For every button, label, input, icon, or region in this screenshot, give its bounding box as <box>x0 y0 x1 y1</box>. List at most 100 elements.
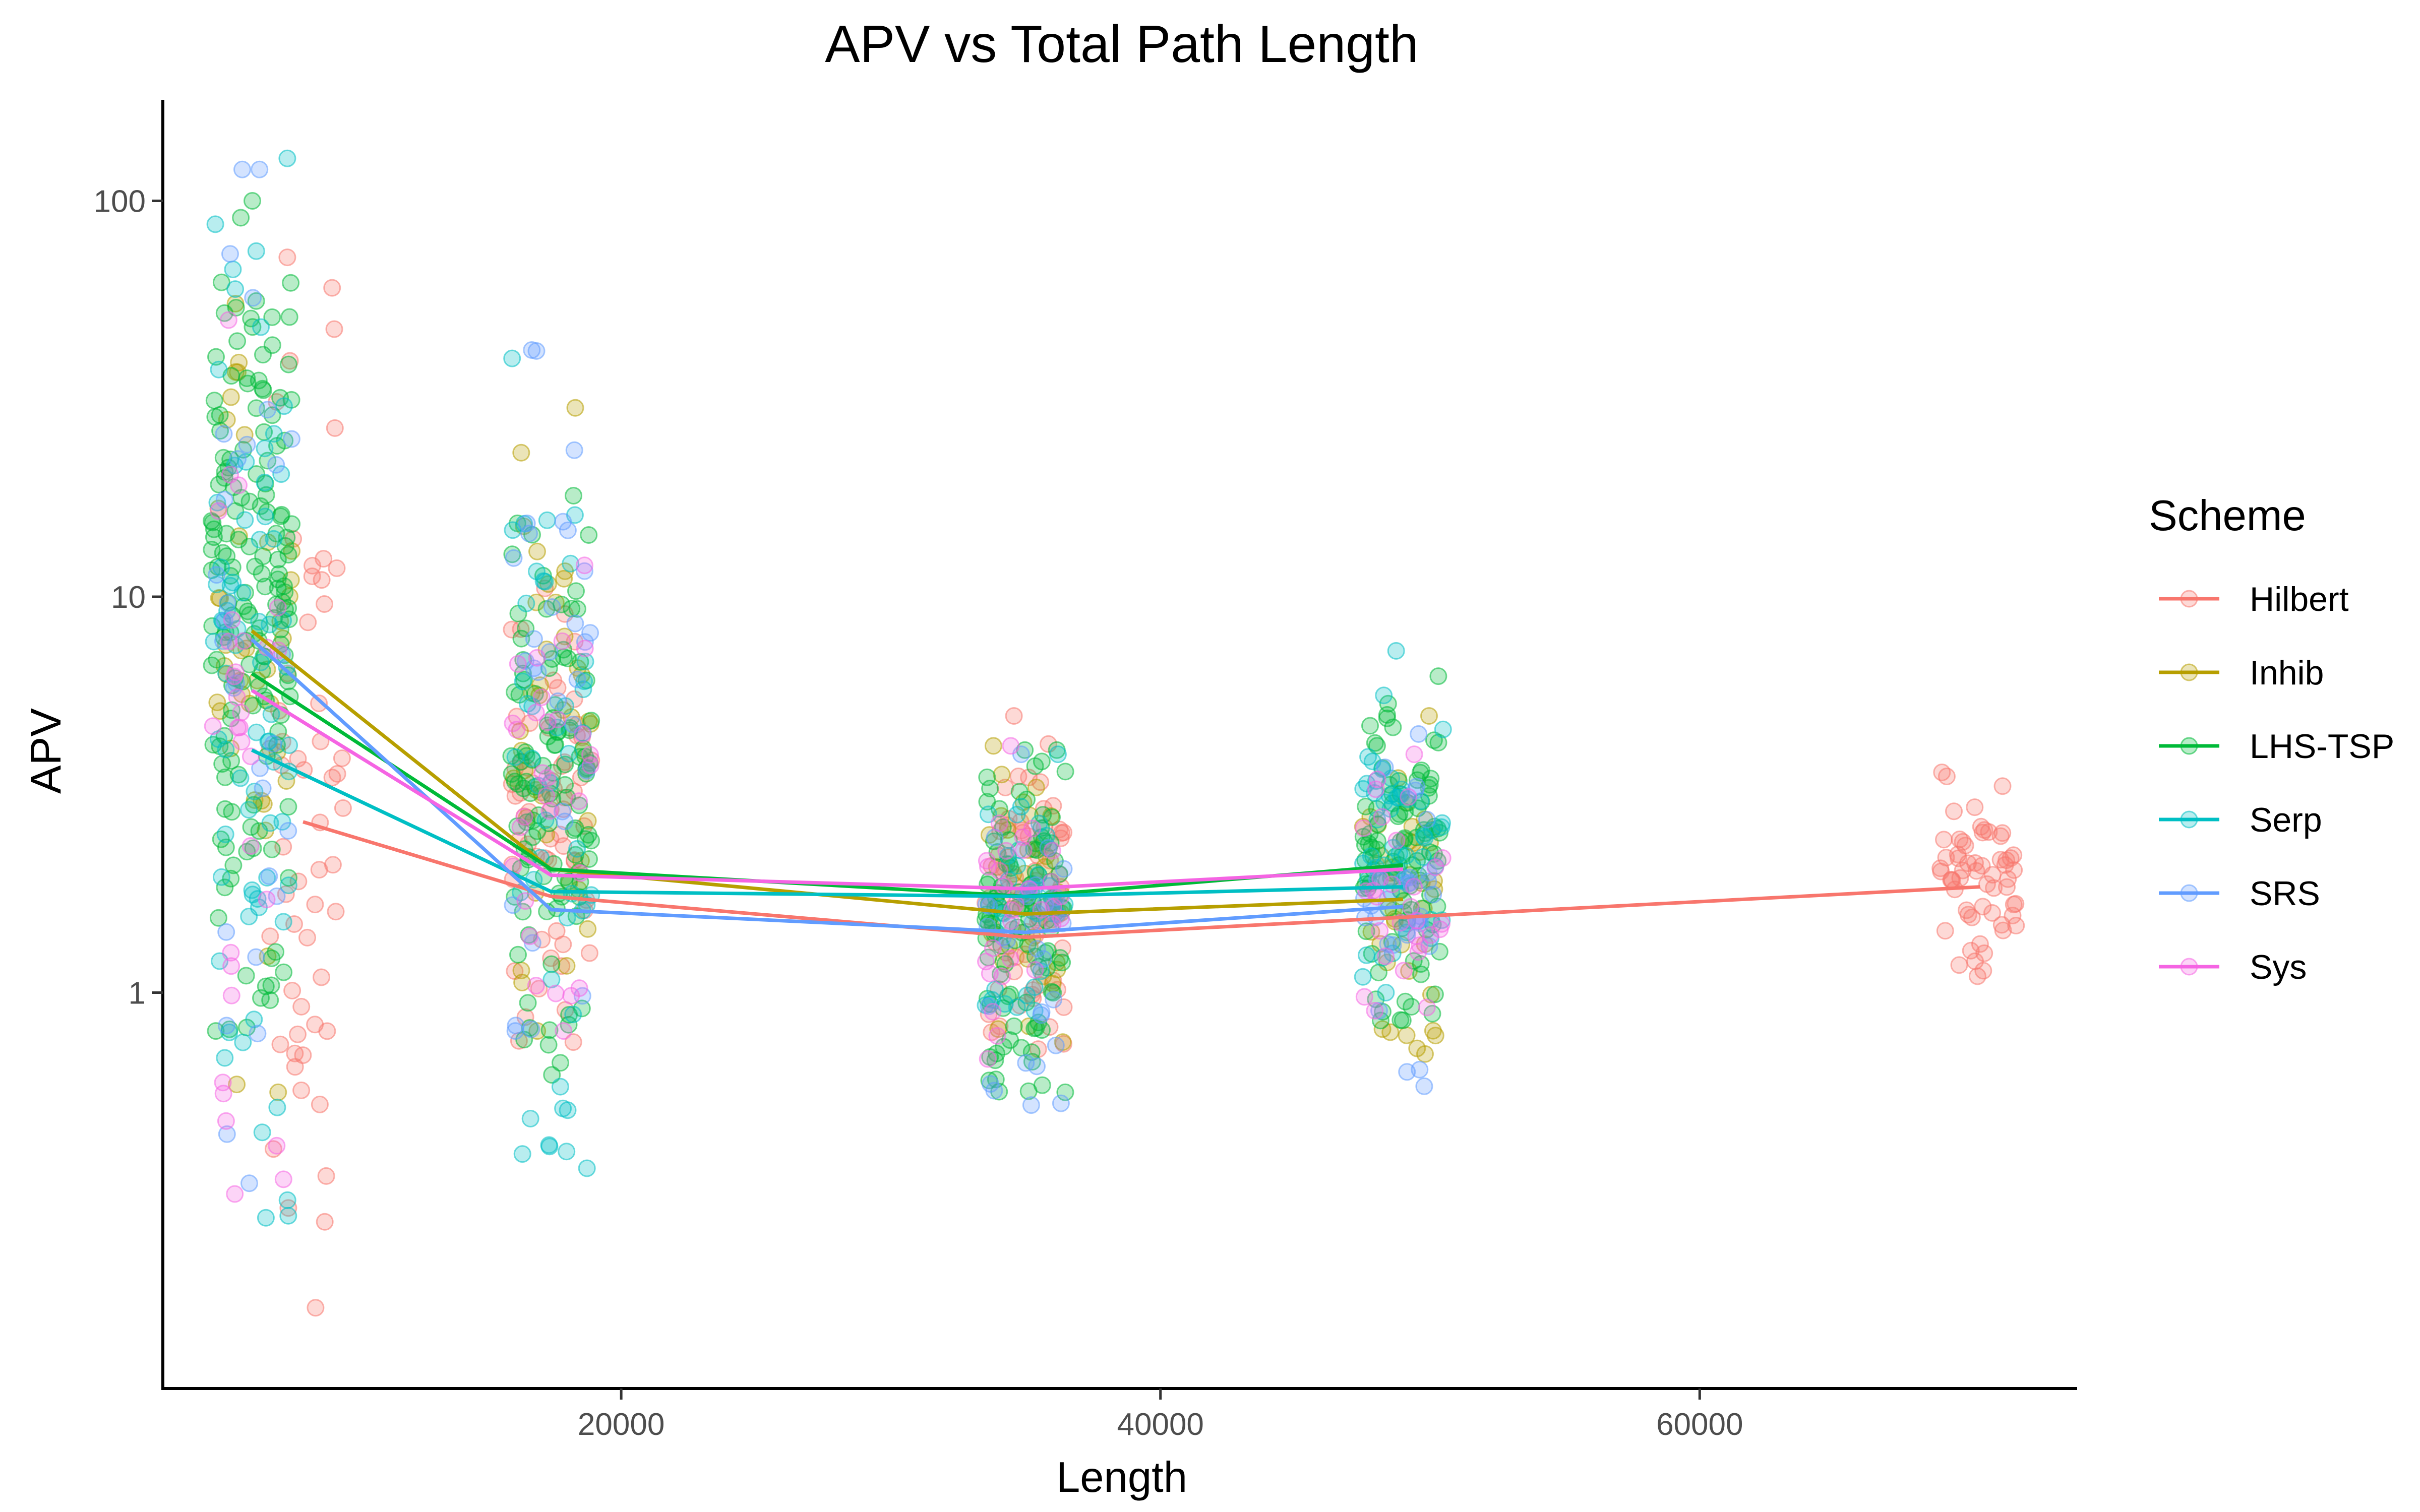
data-point <box>543 598 561 616</box>
data-point <box>580 944 598 962</box>
data-point <box>242 818 260 836</box>
data-point <box>1398 1026 1416 1044</box>
data-point <box>236 511 254 529</box>
data-point <box>575 556 593 575</box>
data-point <box>1387 642 1405 660</box>
data-point <box>250 612 268 631</box>
data-point <box>514 903 532 921</box>
data-point <box>210 360 228 379</box>
data-point <box>1012 798 1030 816</box>
data-point <box>1421 926 1439 944</box>
data-point <box>1975 944 1993 962</box>
data-point <box>540 1138 559 1156</box>
data-point <box>285 915 303 933</box>
data-point <box>265 530 283 548</box>
data-point <box>1026 961 1044 979</box>
data-point <box>280 308 298 326</box>
data-point <box>1936 922 1954 940</box>
data-point <box>504 521 522 539</box>
y-tick-label: 100 <box>94 184 146 219</box>
data-point <box>279 876 297 895</box>
data-point <box>558 1143 576 1161</box>
data-point <box>551 826 569 844</box>
data-point <box>1028 940 1046 958</box>
data-point <box>1005 707 1023 725</box>
data-point <box>253 1123 271 1142</box>
data-point <box>1370 1001 1388 1020</box>
legend-key-point <box>2180 663 2198 681</box>
data-point <box>205 633 223 651</box>
data-point <box>988 1044 1006 1062</box>
data-point <box>565 487 582 505</box>
data-point <box>1361 717 1379 735</box>
data-point <box>1017 1054 1035 1072</box>
data-point <box>280 736 298 754</box>
data-point <box>547 984 565 1002</box>
data-point <box>1397 847 1415 865</box>
data-point <box>212 868 230 886</box>
data-point <box>264 1140 282 1158</box>
data-point <box>279 355 297 373</box>
data-point <box>579 920 597 938</box>
data-point <box>503 765 521 783</box>
data-point <box>543 1066 561 1084</box>
data-point <box>218 1125 236 1143</box>
data-point <box>318 1022 336 1040</box>
y-tick-label: 10 <box>111 580 146 615</box>
data-point <box>254 547 272 565</box>
data-point <box>217 1112 235 1130</box>
data-point <box>519 994 537 1012</box>
data-point <box>1047 1036 1065 1054</box>
data-point <box>279 798 297 816</box>
data-point <box>549 692 567 710</box>
data-point <box>1959 906 1977 924</box>
data-point <box>251 531 269 549</box>
data-point <box>576 653 594 671</box>
data-point <box>1983 904 2001 922</box>
data-point <box>554 1099 572 1117</box>
data-point <box>1418 998 1436 1017</box>
data-point <box>558 957 576 975</box>
data-point <box>1359 748 1377 766</box>
data-point <box>247 948 265 966</box>
data-point <box>1027 778 1045 796</box>
data-point <box>1358 775 1376 793</box>
mean-line-lhs-tsp <box>251 672 1404 899</box>
data-point <box>562 554 580 573</box>
data-point <box>278 248 296 267</box>
data-point <box>563 600 581 617</box>
data-point <box>525 659 543 677</box>
mean-line-serp <box>251 748 1404 899</box>
data-point <box>252 653 270 671</box>
data-point <box>310 861 328 879</box>
data-point <box>504 714 522 732</box>
data-point <box>241 837 260 855</box>
data-point <box>1043 842 1061 860</box>
data-point <box>503 349 521 367</box>
legend-item-inhib: Inhib <box>2159 654 2324 692</box>
data-point <box>270 565 288 583</box>
legend: Hilbert Inhib LHS-TSP Serp SRS Sys <box>2159 580 2394 986</box>
data-point <box>221 245 239 263</box>
data-point <box>256 473 274 491</box>
legend-label: SRS <box>2250 874 2320 913</box>
data-point <box>537 787 556 805</box>
data-point <box>1005 1017 1023 1035</box>
data-point <box>282 430 300 448</box>
data-point <box>1373 760 1391 778</box>
legend-item-lhs-tsp: LHS-TSP <box>2159 727 2394 766</box>
data-point <box>580 850 598 868</box>
data-point <box>294 1046 312 1064</box>
data-point <box>208 651 226 669</box>
data-point <box>1433 814 1451 832</box>
points-layer <box>203 149 2025 1317</box>
data-point <box>564 1005 582 1024</box>
data-point <box>257 1209 275 1227</box>
data-point <box>1418 810 1436 829</box>
data-point <box>269 599 287 617</box>
data-point <box>1412 965 1430 983</box>
data-point <box>1950 956 1968 974</box>
data-point <box>517 594 535 612</box>
data-point <box>1053 954 1071 972</box>
data-point <box>1973 824 1991 842</box>
